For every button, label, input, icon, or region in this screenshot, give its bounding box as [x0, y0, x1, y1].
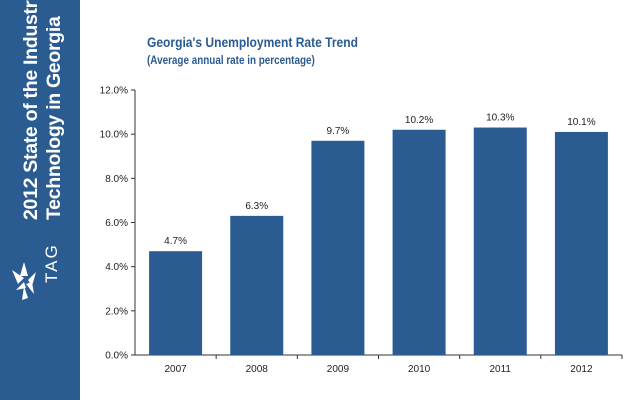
data-label: 10.1%: [567, 117, 595, 128]
chart-subtitle: (Average annual rate in percentage): [147, 55, 315, 67]
y-tick-label: 0.0%: [105, 351, 128, 362]
bar-chart: 0.0% 2.0% 4.0% 6.0% 8.0% 10.0% 12.0% 4.7% 2007 6.…: [100, 86, 623, 375]
y-tick-label: 6.0%: [105, 218, 128, 229]
sidebar-title: 2012 State of the Industry: Technology i…: [20, 0, 66, 220]
bar: [554, 131, 608, 355]
x-tick-label: 2011: [489, 364, 511, 375]
sidebar-title-line2: Technology in Georgia: [43, 16, 65, 220]
tag-logo-icon: [12, 262, 36, 300]
sidebar: 2012 State of the Industry: Technology i…: [0, 0, 80, 400]
data-label: 10.3%: [486, 113, 514, 124]
y-tick-label: 8.0%: [105, 174, 128, 185]
chart-title: Georgia's Unemployment Rate Trend: [147, 34, 358, 50]
x-tick-label: 2008: [246, 364, 269, 375]
y-tick-label: 10.0%: [100, 130, 128, 141]
logo-text: TAG: [42, 243, 61, 283]
bar: [230, 215, 284, 355]
data-label: 6.3%: [245, 201, 268, 212]
sidebar-title-line1: 2012 State of the Industry:: [20, 0, 42, 220]
bar: [311, 140, 365, 355]
data-label: 4.7%: [164, 236, 187, 247]
x-tick-label: 2012: [570, 364, 593, 375]
data-label: 9.7%: [327, 126, 350, 137]
bar: [473, 127, 527, 356]
data-label: 10.2%: [405, 115, 433, 126]
x-tick-label: 2010: [408, 364, 431, 375]
bar: [392, 129, 446, 355]
bar: [149, 251, 203, 355]
y-tick-label: 2.0%: [105, 306, 128, 317]
y-tick-label: 4.0%: [105, 262, 128, 273]
x-tick-label: 2009: [327, 364, 350, 375]
y-tick-label: 12.0%: [100, 86, 128, 97]
x-tick-label: 2007: [164, 364, 187, 375]
